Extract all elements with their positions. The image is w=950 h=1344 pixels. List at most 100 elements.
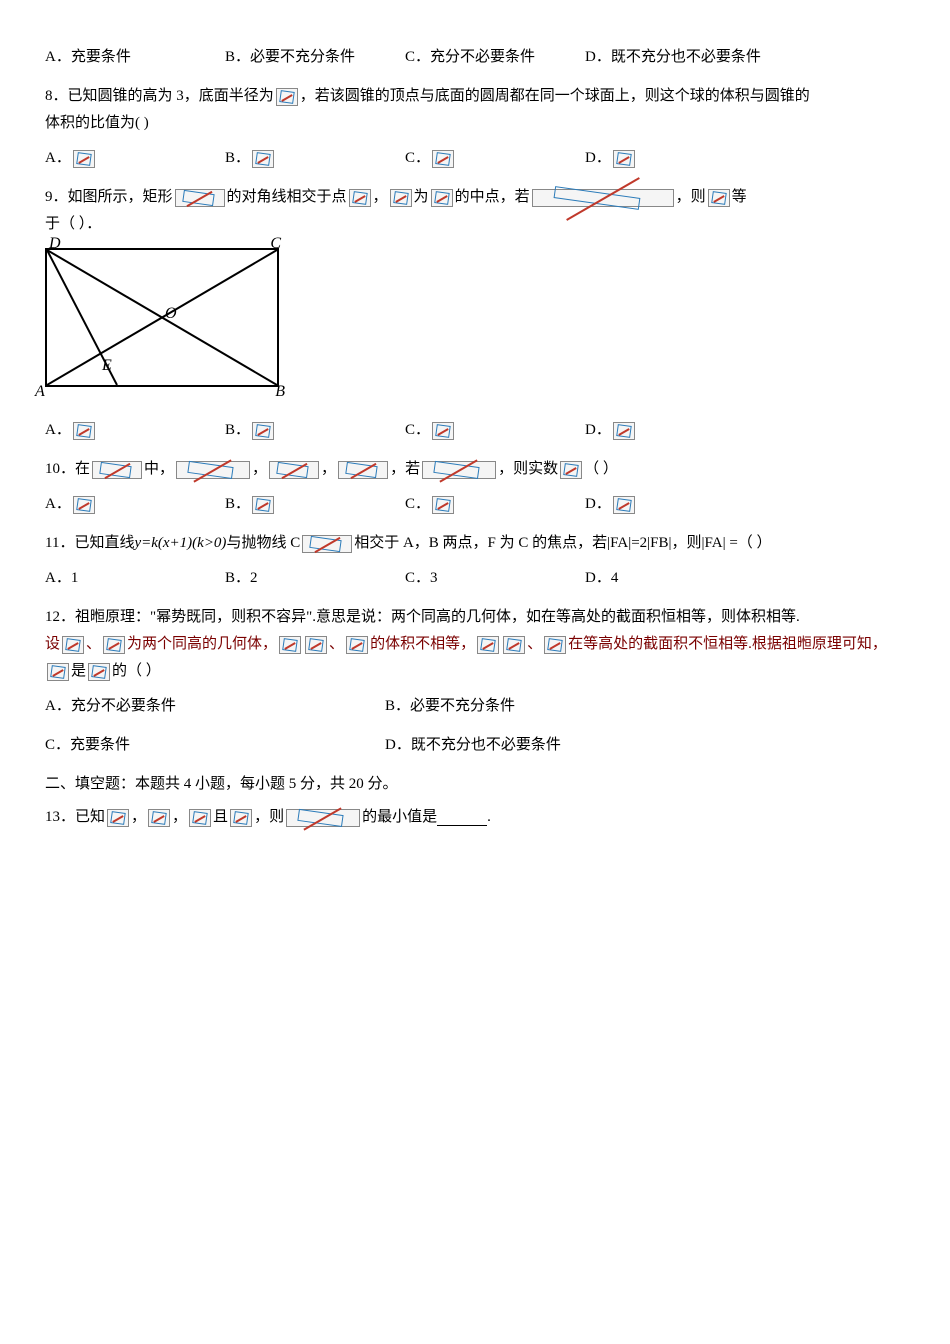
formula-placeholder-icon bbox=[432, 496, 454, 514]
q8-opt-d-label: D． bbox=[585, 145, 611, 172]
formula-placeholder-icon bbox=[338, 461, 388, 479]
q12-line1: 12．祖暅原理："幂势既同，则积不容异".意思是说：两个同高的几何体，如在等高处… bbox=[45, 604, 905, 631]
q9-opt-c-label: C． bbox=[405, 417, 430, 444]
q13-c1: ， bbox=[131, 804, 146, 831]
formula-placeholder-icon bbox=[613, 150, 635, 168]
q12-opt-b-label: B．必要不充分条件 bbox=[385, 693, 515, 720]
q9-line1: 9．如图所示，矩形 的对角线相交于点 ， 为 的中点，若 ，则 等 bbox=[45, 184, 905, 211]
q10-end: （ ） bbox=[584, 456, 618, 483]
q7-opt-c: C．充分不必要条件 bbox=[405, 44, 585, 71]
q7-opt-a: A．充要条件 bbox=[45, 44, 225, 71]
formula-placeholder-icon bbox=[103, 636, 125, 654]
q9-end: 等 bbox=[732, 184, 747, 211]
q13-post: 的最小值是 bbox=[362, 804, 437, 831]
formula-placeholder-icon bbox=[230, 809, 252, 827]
q9-line2: 于（ ）． bbox=[45, 211, 905, 238]
formula-placeholder-icon bbox=[175, 189, 225, 207]
formula-placeholder-icon bbox=[73, 422, 95, 440]
figure-label-c: C bbox=[270, 230, 281, 259]
q13-line: 13．已知 ， ， 且 ，则 的最小值是 . bbox=[45, 804, 905, 831]
q10-opt-d: D． bbox=[585, 491, 765, 518]
q8-line2: 体积的比值为( ) bbox=[45, 110, 905, 137]
q9-pre: 9．如图所示，矩形 bbox=[45, 184, 173, 211]
q8-text-post: ，若该圆锥的顶点与底面的圆周都在同一个球面上，则这个球的体积与圆锥的 bbox=[300, 83, 810, 110]
q8-opt-b: B． bbox=[225, 145, 405, 172]
q9-opt-d: D． bbox=[585, 417, 765, 444]
q11-opt-d: D．4 bbox=[585, 565, 765, 592]
formula-placeholder-icon bbox=[176, 461, 250, 479]
q9-mid5: ，则 bbox=[676, 184, 706, 211]
q9-opt-a: A． bbox=[45, 417, 225, 444]
q13: 13．已知 ， ， 且 ，则 的最小值是 . bbox=[45, 804, 905, 831]
q12-line2: 设 、 为两个同高的几何体， 、 的体积不相等， 、 在等高处的截面积不恒相等.… bbox=[45, 631, 905, 658]
q8-opt-c-label: C． bbox=[405, 145, 430, 172]
q12-opt-c: C．充要条件 bbox=[45, 732, 385, 759]
q11-opt-a: A．1 bbox=[45, 565, 225, 592]
rectangle-diagram: D C A B O E bbox=[45, 248, 279, 387]
q12-opt-d: D．既不充分也不必要条件 bbox=[385, 732, 725, 759]
q10-t1: 中， bbox=[144, 456, 174, 483]
q8-opt-d: D． bbox=[585, 145, 765, 172]
formula-placeholder-icon bbox=[346, 636, 368, 654]
q12-l3-post: 的（ ） bbox=[112, 658, 161, 685]
q11-opt-c-label: C．3 bbox=[405, 565, 438, 592]
q9: 9．如图所示，矩形 的对角线相交于点 ， 为 的中点，若 ，则 等 于（ ）． bbox=[45, 184, 905, 238]
q12-opt-c-label: C．充要条件 bbox=[45, 732, 130, 759]
fill-blank bbox=[437, 810, 487, 826]
q11-line: 11．已知直线 y=k(x+1)(k>0) 与抛物线 C 相交于 A，B 两点，… bbox=[45, 530, 905, 557]
q13-end: . bbox=[487, 804, 491, 831]
q7-opt-b: B．必要不充分条件 bbox=[225, 44, 405, 71]
formula-placeholder-icon bbox=[432, 150, 454, 168]
q11-options: A．1 B．2 C．3 D．4 bbox=[45, 565, 905, 592]
formula-placeholder-icon bbox=[92, 461, 142, 479]
q11-opt-a-label: A．1 bbox=[45, 565, 78, 592]
formula-placeholder-icon bbox=[390, 189, 412, 207]
q10-opt-c: C． bbox=[405, 491, 585, 518]
formula-placeholder-icon bbox=[302, 535, 352, 553]
section-2-title: 二、填空题：本题共 4 小题，每小题 5 分，共 20 分。 bbox=[45, 771, 905, 798]
formula-placeholder-icon bbox=[73, 150, 95, 168]
q12-l2-m1: 、 bbox=[86, 631, 101, 658]
formula-placeholder-icon bbox=[269, 461, 319, 479]
formula-placeholder-icon bbox=[613, 422, 635, 440]
q11-opt-c: C．3 bbox=[405, 565, 585, 592]
q9-opt-b-label: B． bbox=[225, 417, 250, 444]
q12-opt-d-label: D．既不充分也不必要条件 bbox=[385, 732, 561, 759]
q11-pre: 11．已知直线 bbox=[45, 530, 134, 557]
q10-t4: ，若 bbox=[390, 456, 420, 483]
q8-opt-a: A． bbox=[45, 145, 225, 172]
q9-figure: D C A B O E bbox=[45, 248, 905, 387]
q9-opt-c: C． bbox=[405, 417, 585, 444]
q9-opt-a-label: A． bbox=[45, 417, 71, 444]
q12-l2-m4: 、 bbox=[329, 631, 344, 658]
q12-l2-m7: 、 bbox=[527, 631, 542, 658]
q12-l3-mid: 是 bbox=[71, 658, 86, 685]
q11-expr: y=k(x+1)(k>0) bbox=[134, 530, 226, 557]
q10-pre: 10．在 bbox=[45, 456, 90, 483]
formula-placeholder-icon bbox=[252, 496, 274, 514]
formula-placeholder-icon bbox=[349, 189, 371, 207]
q9-mid2: ， bbox=[373, 184, 388, 211]
q7-opt-c-label: C．充分不必要条件 bbox=[405, 44, 535, 71]
q13-pre: 13．已知 bbox=[45, 804, 105, 831]
q10: 10．在 中， ， ， ，若 ，则实数 （ ） bbox=[45, 456, 905, 483]
q7-opt-d-label: D．既不充分也不必要条件 bbox=[585, 44, 761, 71]
q12-options-row2: C．充要条件 D．既不充分也不必要条件 bbox=[45, 732, 905, 759]
formula-placeholder-icon bbox=[305, 636, 327, 654]
q11: 11．已知直线 y=k(x+1)(k>0) 与抛物线 C 相交于 A，B 两点，… bbox=[45, 530, 905, 557]
q8-opt-c: C． bbox=[405, 145, 585, 172]
q7-options: A．充要条件 B．必要不充分条件 C．充分不必要条件 D．既不充分也不必要条件 bbox=[45, 44, 905, 71]
q10-opt-c-label: C． bbox=[405, 491, 430, 518]
formula-placeholder-icon bbox=[276, 88, 298, 106]
q12-l2-pre: 设 bbox=[45, 631, 60, 658]
formula-placeholder-icon bbox=[431, 189, 453, 207]
formula-placeholder-icon bbox=[252, 422, 274, 440]
formula-placeholder-icon bbox=[279, 636, 301, 654]
formula-placeholder-icon bbox=[432, 422, 454, 440]
q12-opt-a: A．充分不必要条件 bbox=[45, 693, 385, 720]
q12-l2-m5: 的体积不相等， bbox=[370, 631, 475, 658]
q11-opt-b: B．2 bbox=[225, 565, 405, 592]
formula-placeholder-icon bbox=[62, 636, 84, 654]
q10-opt-d-label: D． bbox=[585, 491, 611, 518]
q9-mid3: 为 bbox=[414, 184, 429, 211]
